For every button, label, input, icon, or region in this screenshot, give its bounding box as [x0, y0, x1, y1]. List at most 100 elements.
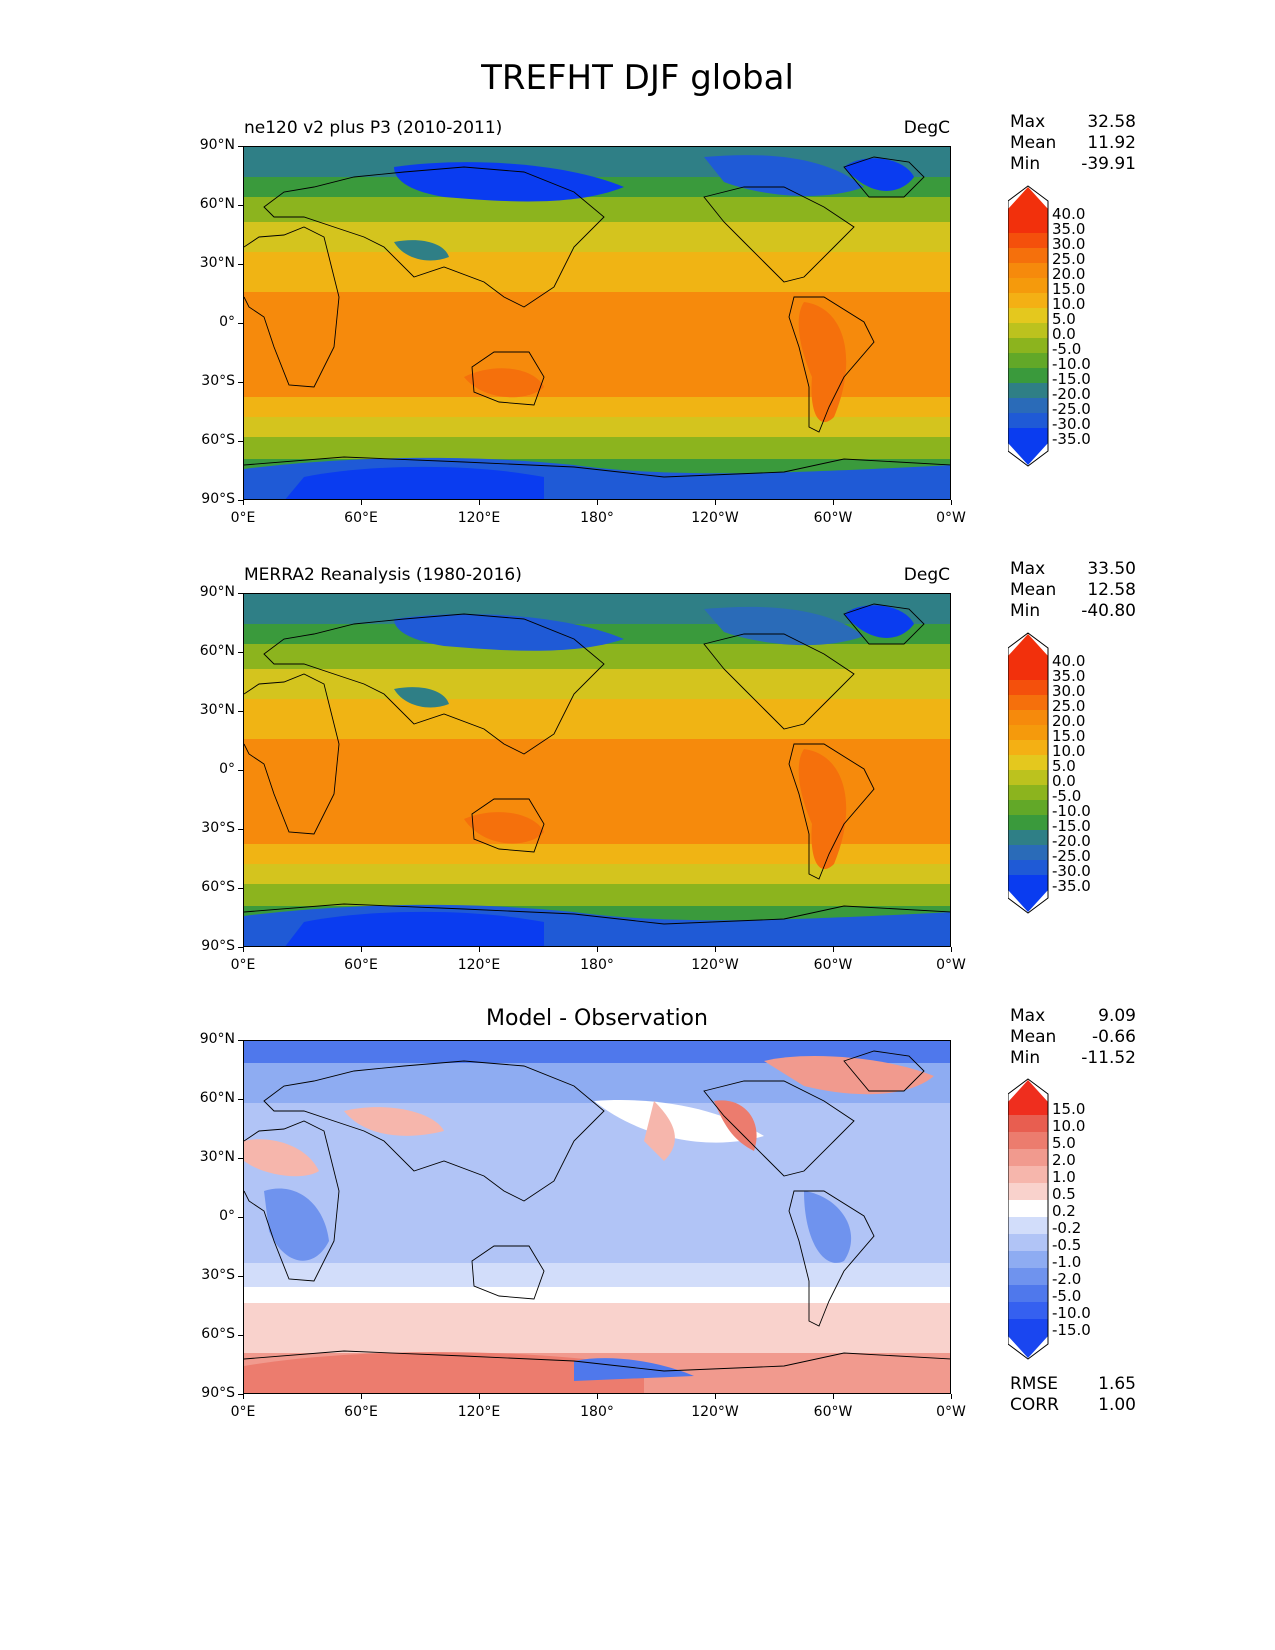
colorbar-label: 10.0	[1052, 295, 1086, 313]
band-tropic	[244, 292, 950, 397]
stat-value: 1.00	[1098, 1395, 1136, 1415]
colorbar-label: 40.0	[1052, 205, 1086, 223]
panel-3-stat-corr: CORR 1.00	[1010, 1394, 1136, 1416]
colorbar-label: -0.5	[1052, 1236, 1082, 1254]
lon-tick-label: 0°W	[936, 510, 966, 526]
lon-tick-mark	[242, 947, 244, 952]
lat-tick-label: 0°	[219, 1208, 235, 1224]
panel-1-coastlines	[244, 156, 950, 478]
stat-label: Mean	[1010, 1027, 1057, 1047]
panel-1-units: DegC	[903, 118, 950, 138]
colorbar-label: 15.0	[1052, 727, 1086, 745]
colorbar-label: 25.0	[1052, 697, 1086, 715]
panel-1-left-title: ne120 v2 plus P3 (2010-2011)	[244, 118, 503, 138]
north-pacific-warm	[644, 1101, 675, 1161]
colorbar-label: 5.0	[1052, 757, 1076, 775]
stat-value: 32.58	[1087, 112, 1136, 132]
lon-tick-mark	[596, 947, 598, 952]
colorbar-outline	[1008, 632, 1049, 914]
lon-tick-label: 180°	[580, 1404, 614, 1420]
lat-tick-label: 0°	[219, 314, 235, 330]
colorbar-label: -0.2	[1052, 1219, 1082, 1237]
antarctica-warm	[244, 1352, 644, 1393]
lon-tick-label: 0°W	[936, 957, 966, 973]
lon-tick-label: 0°E	[230, 1404, 256, 1420]
stat-value: 1.65	[1098, 1374, 1136, 1394]
lat-tick-mark	[238, 145, 243, 147]
lat-tick-mark	[238, 710, 243, 712]
colorbar-label: -10.0	[1052, 802, 1091, 820]
band-south-subtropic	[244, 397, 950, 417]
colorbar-label: 40.0	[1052, 652, 1086, 670]
colorbar-label: 35.0	[1052, 667, 1086, 685]
colorbar-label: -2.0	[1052, 1270, 1082, 1288]
lon-tick-mark	[714, 500, 716, 505]
lon-tick-label: 0°E	[230, 957, 256, 973]
north-america-cold	[704, 606, 864, 646]
panel-1-colorbar	[1008, 185, 1049, 467]
lat-tick-label: 30°N	[199, 702, 235, 718]
colorbar-label: -5.0	[1052, 340, 1082, 358]
band-tropic	[244, 739, 950, 844]
lat-tick-label: 60°N	[199, 1090, 235, 1106]
lat-tick-label: 0°	[219, 761, 235, 777]
lon-tick-mark	[832, 947, 834, 952]
colorbar-label: 0.5	[1052, 1185, 1076, 1203]
panel-1-map-canvas	[244, 147, 950, 499]
colorbar-label: 25.0	[1052, 250, 1086, 268]
lat-tick-mark	[238, 887, 243, 889]
colorbar-label: -10.0	[1052, 1304, 1091, 1322]
lat-tick-mark	[238, 1039, 243, 1041]
stat-label: Min	[1010, 1048, 1041, 1068]
lon-tick-label: 180°	[580, 957, 614, 973]
australia-warm	[464, 812, 544, 844]
greenland-cold	[844, 605, 914, 638]
colorbar-label: 5.0	[1052, 310, 1076, 328]
band-north-subtropic	[244, 699, 950, 739]
lon-tick-label: 60°E	[344, 510, 378, 526]
colorbar-label: -35.0	[1052, 877, 1091, 895]
stat-value: 33.50	[1087, 559, 1136, 579]
stat-label: Max	[1010, 1006, 1046, 1026]
band-zero-diff	[244, 1287, 950, 1303]
panel-3-title: Model - Observation	[486, 1006, 708, 1031]
lon-tick-mark	[832, 1394, 834, 1399]
stat-value: -0.66	[1092, 1027, 1136, 1047]
lat-tick-label: 30°N	[199, 1149, 235, 1165]
lon-tick-mark	[360, 500, 362, 505]
lon-tick-label: 60°W	[813, 510, 853, 526]
stat-value: 12.58	[1087, 580, 1136, 600]
lat-tick-label: 60°N	[199, 196, 235, 212]
lat-tick-mark	[238, 204, 243, 206]
colorbar-label: -30.0	[1052, 862, 1091, 880]
colorbar-label: 15.0	[1052, 280, 1086, 298]
colorbar-label: -30.0	[1052, 415, 1091, 433]
lat-tick-label: 90°S	[201, 1385, 235, 1401]
lat-tick-label: 30°S	[201, 1267, 235, 1283]
south-america-warm	[798, 302, 847, 423]
ross-sea-cold	[574, 1358, 694, 1381]
band-southern-ocean-diff	[244, 1303, 950, 1353]
lat-tick-mark	[238, 1098, 243, 1100]
colorbar-label: -15.0	[1052, 370, 1091, 388]
lon-tick-label: 120°E	[457, 957, 501, 973]
lat-tick-mark	[238, 946, 243, 948]
band-arctic	[244, 147, 950, 177]
lat-tick-mark	[238, 1334, 243, 1336]
panel-2-left-title: MERRA2 Reanalysis (1980-2016)	[244, 565, 522, 585]
panel-1-stat-max: Max 32.58	[1010, 111, 1136, 133]
colorbar-label: 0.2	[1052, 1202, 1076, 1220]
colorbar-label: 10.0	[1052, 742, 1086, 760]
colorbar-label: 20.0	[1052, 712, 1086, 730]
lat-tick-label: 90°N	[199, 1031, 235, 1047]
panel-1-stat-mean: Mean 11.92	[1010, 132, 1136, 154]
panel-3-coastlines	[244, 1050, 950, 1372]
lon-tick-mark	[950, 1394, 952, 1399]
colorbar-label: -15.0	[1052, 817, 1091, 835]
lon-tick-label: 120°W	[691, 1404, 739, 1420]
band-arctic	[244, 594, 950, 624]
lon-tick-mark	[478, 947, 480, 952]
lon-tick-label: 60°W	[813, 957, 853, 973]
panel-2-map	[243, 593, 951, 947]
lat-tick-label: 90°N	[199, 137, 235, 153]
